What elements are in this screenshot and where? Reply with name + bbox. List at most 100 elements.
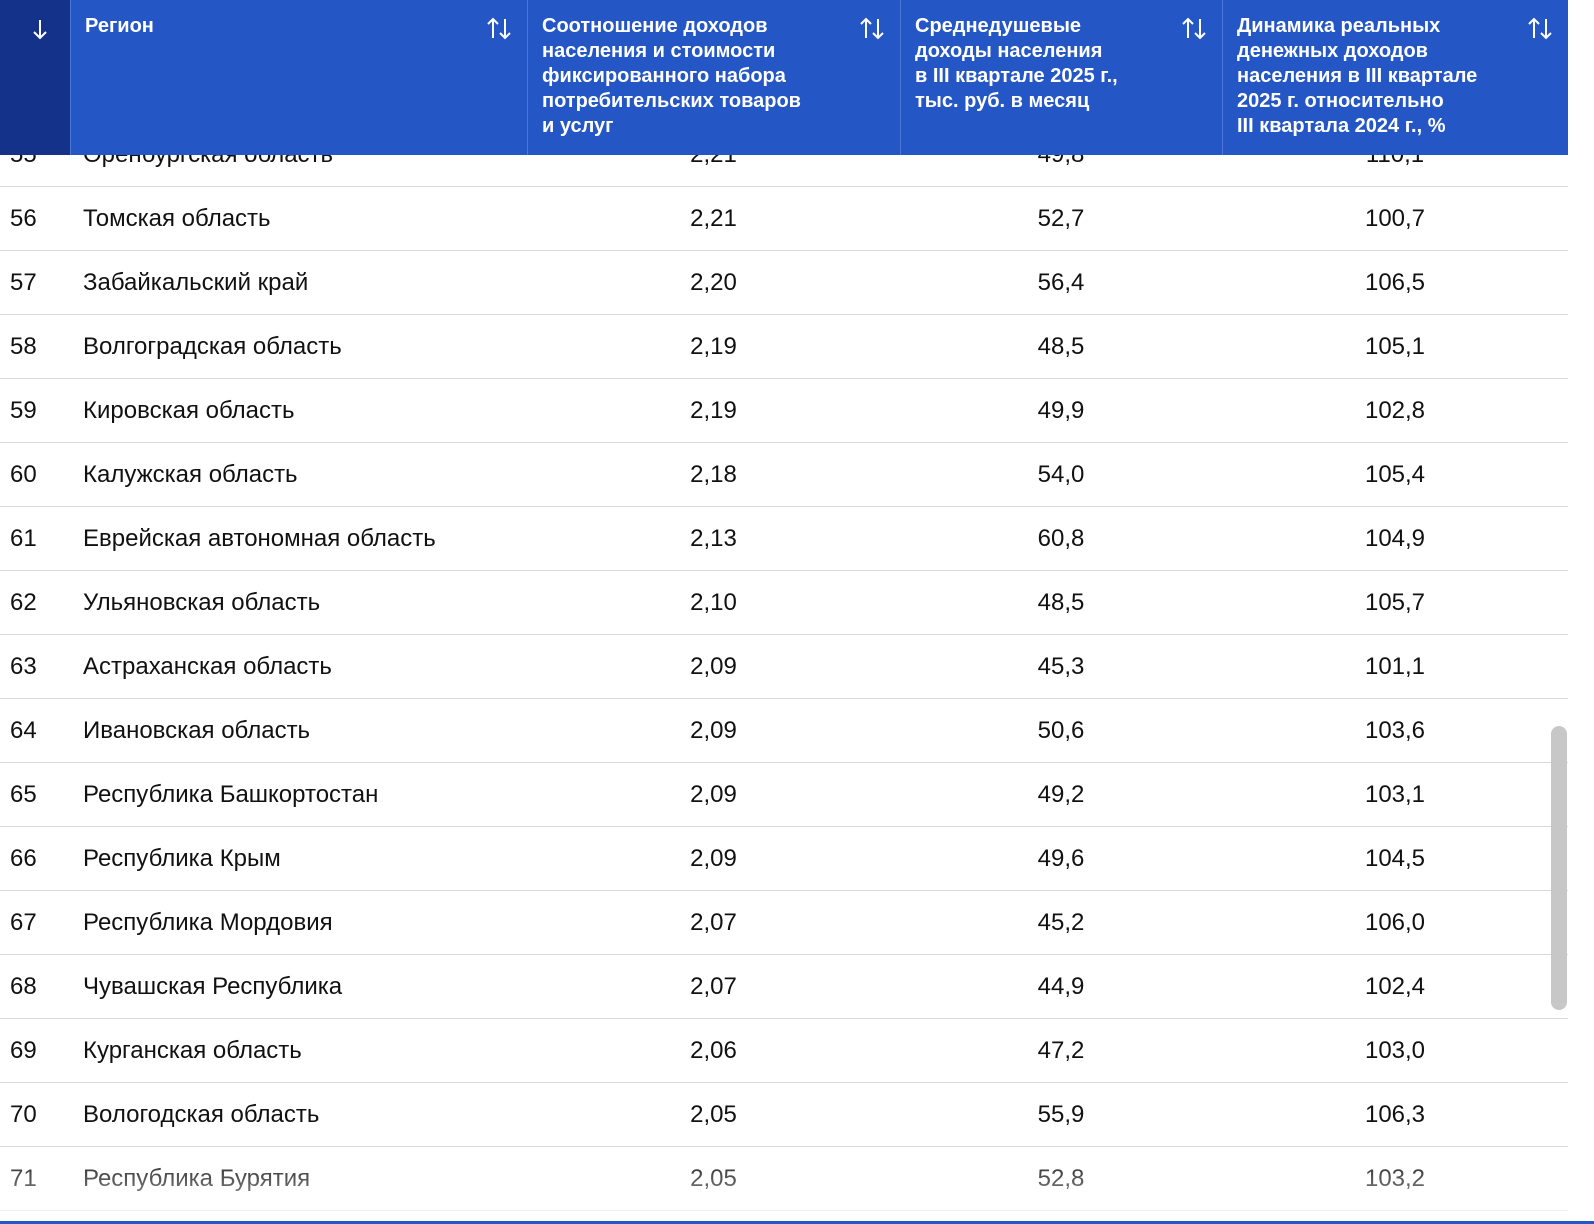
dynamics-cell: 103,0 bbox=[1364, 1037, 1426, 1064]
region-cell: Кировская область bbox=[83, 397, 295, 424]
table-row: 64 Ивановская область 2,09 50,6 103,6 bbox=[0, 699, 1568, 763]
region-cell: Томская область bbox=[83, 205, 271, 232]
sort-button[interactable] bbox=[485, 16, 513, 47]
sort-button[interactable] bbox=[858, 16, 886, 47]
income-cell: 44,9 bbox=[1037, 973, 1085, 1000]
region-cell: Чувашская Республика bbox=[83, 973, 343, 1000]
ratio-cell: 2,13 bbox=[690, 525, 737, 552]
rank-cell: 56 bbox=[10, 205, 37, 232]
dynamics-cell: 105,1 bbox=[1364, 333, 1426, 360]
ratio-cell: 2,19 bbox=[690, 397, 737, 424]
region-cell: Ивановская область bbox=[83, 717, 311, 744]
dynamics-cell: 105,4 bbox=[1364, 461, 1426, 488]
dynamics-cell: 101,1 bbox=[1364, 653, 1426, 680]
income-cell: 54,0 bbox=[1037, 461, 1085, 488]
table-row: 67 Республика Мордовия 2,07 45,2 106,0 bbox=[0, 891, 1568, 955]
sort-icon bbox=[860, 17, 884, 40]
table-row: 59 Кировская область 2,19 49,9 102,8 bbox=[0, 379, 1568, 443]
column-header[interactable]: Регион bbox=[70, 0, 527, 155]
rank-cell: 60 bbox=[10, 461, 37, 488]
table-row: 61 Еврейская автономная область 2,13 60,8 10… bbox=[0, 507, 1568, 571]
income-cell: 48,5 bbox=[1037, 589, 1085, 616]
region-cell: Республика Мордовия bbox=[83, 909, 333, 936]
dynamics-cell: 104,5 bbox=[1364, 845, 1426, 872]
ratio-cell: 2,07 bbox=[690, 973, 737, 1000]
table-row: 62 Ульяновская область 2,10 48,5 105,7 bbox=[0, 571, 1568, 635]
rank-cell: 70 bbox=[10, 1101, 37, 1128]
region-cell: Республика Башкортостан bbox=[83, 781, 379, 808]
dynamics-cell: 104,9 bbox=[1364, 525, 1426, 552]
income-cell: 48,5 bbox=[1037, 333, 1085, 360]
region-cell: Еврейская автономная область bbox=[83, 525, 436, 552]
column-header[interactable]: Соотношение доходов населения и стоимост… bbox=[527, 0, 900, 155]
sort-button[interactable] bbox=[1180, 16, 1208, 47]
ratio-cell: 2,18 bbox=[690, 461, 737, 488]
column-header[interactable]: Среднедушевые доходы населения в III ква… bbox=[900, 0, 1222, 155]
sort-icon bbox=[1182, 17, 1206, 40]
table-row: 68 Чувашская Республика 2,07 44,9 102,4 bbox=[0, 955, 1568, 1019]
ratio-cell: 2,21 bbox=[690, 205, 737, 232]
income-cell: 49,2 bbox=[1037, 781, 1085, 808]
table-row: 63 Астраханская область 2,09 45,3 101,1 bbox=[0, 635, 1568, 699]
income-cell: 50,6 bbox=[1037, 717, 1085, 744]
sort-button[interactable] bbox=[1526, 16, 1554, 47]
region-cell: Калужская область bbox=[83, 461, 298, 488]
scrollbar-thumb[interactable] bbox=[1551, 726, 1567, 1010]
income-cell: 45,2 bbox=[1037, 909, 1085, 936]
table-row: 60 Калужская область 2,18 54,0 105,4 bbox=[0, 443, 1568, 507]
ratio-cell: 2,05 bbox=[690, 1101, 737, 1128]
table-row: 70 Вологодская область 2,05 55,9 106,3 bbox=[0, 1083, 1568, 1147]
ratio-cell: 2,09 bbox=[690, 717, 737, 744]
bottom-border bbox=[0, 1221, 1594, 1224]
dynamics-cell: 103,6 bbox=[1364, 717, 1426, 744]
income-cell: 52,7 bbox=[1037, 205, 1085, 232]
ratio-cell: 2,09 bbox=[690, 653, 737, 680]
table-row: 56 Томская область 2,21 52,7 100,7 bbox=[0, 187, 1568, 251]
rank-cell: 64 bbox=[10, 717, 37, 744]
ratio-cell: 2,20 bbox=[690, 269, 737, 296]
income-cell: 56,4 bbox=[1037, 269, 1085, 296]
region-cell: Ульяновская область bbox=[83, 589, 321, 616]
region-cell: Курганская область bbox=[83, 1037, 302, 1064]
ratio-cell: 2,09 bbox=[690, 781, 737, 808]
dynamics-cell: 105,7 bbox=[1364, 589, 1426, 616]
income-cell: 49,9 bbox=[1037, 397, 1085, 424]
dynamics-cell: 102,4 bbox=[1364, 973, 1426, 1000]
dynamics-cell: 100,7 bbox=[1364, 205, 1426, 232]
region-cell: Астраханская область bbox=[83, 653, 332, 680]
rank-header[interactable] bbox=[0, 0, 70, 155]
dynamics-cell: 103,1 bbox=[1364, 781, 1426, 808]
header-label: Динамика реальных денежных доходов насел… bbox=[1237, 15, 1478, 137]
income-cell: 47,2 bbox=[1037, 1037, 1085, 1064]
table-row: 65 Республика Башкортостан 2,09 49,2 103,1 bbox=[0, 763, 1568, 827]
header-label: Среднедушевые доходы населения в III ква… bbox=[915, 15, 1118, 112]
income-cell: 60,8 bbox=[1037, 525, 1085, 552]
rank-cell: 62 bbox=[10, 589, 37, 616]
income-cell: 45,3 bbox=[1037, 653, 1085, 680]
column-header[interactable]: Динамика реальных денежных доходов насел… bbox=[1222, 0, 1568, 155]
rank-cell: 58 bbox=[10, 333, 37, 360]
region-cell: Вологодская область bbox=[83, 1101, 320, 1128]
rank-cell: 68 bbox=[10, 973, 37, 1000]
dynamics-cell: 106,3 bbox=[1364, 1101, 1426, 1128]
scroll-fade bbox=[0, 1150, 1568, 1224]
rank-cell: 67 bbox=[10, 909, 37, 936]
rank-cell: 57 bbox=[10, 269, 37, 296]
ratio-cell: 2,07 bbox=[690, 909, 737, 936]
table-row: 58 Волгоградская область 2,19 48,5 105,1 bbox=[0, 315, 1568, 379]
ratio-cell: 2,06 bbox=[690, 1037, 737, 1064]
sort-icon bbox=[487, 17, 511, 40]
table-row: 57 Забайкальский край 2,20 56,4 106,5 bbox=[0, 251, 1568, 315]
table-header: Регион Соотношение доходов населения и ст… bbox=[0, 0, 1568, 155]
region-cell: Волгоградская область bbox=[83, 333, 342, 360]
table-row: 66 Республика Крым 2,09 49,6 104,5 bbox=[0, 827, 1568, 891]
dynamics-cell: 106,5 bbox=[1364, 269, 1426, 296]
sort-icon bbox=[1528, 17, 1552, 40]
dynamics-cell: 102,8 bbox=[1364, 397, 1426, 424]
sort-desc-icon bbox=[33, 20, 47, 40]
rank-cell: 69 bbox=[10, 1037, 37, 1064]
rank-cell: 66 bbox=[10, 845, 37, 872]
table-row: 69 Курганская область 2,06 47,2 103,0 bbox=[0, 1019, 1568, 1083]
